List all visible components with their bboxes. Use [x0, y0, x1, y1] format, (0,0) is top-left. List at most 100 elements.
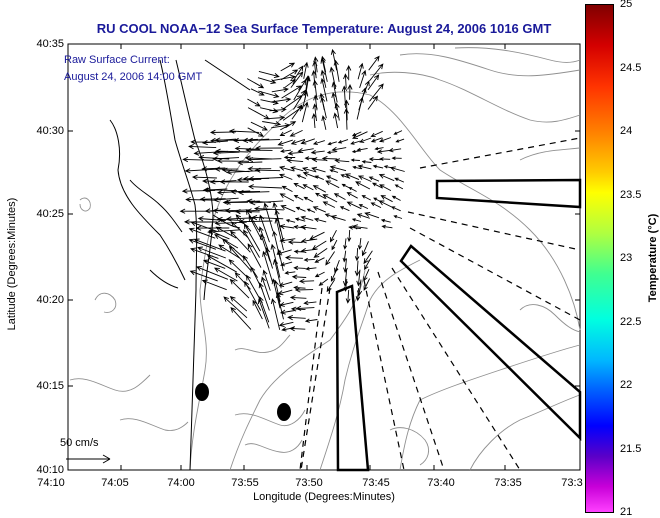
- current-vector: [258, 282, 270, 311]
- chart-title: RU COOL NOAA−12 Sea Surface Temperature:…: [96, 21, 552, 36]
- current-vector: [222, 238, 248, 261]
- current-vector: [311, 166, 326, 173]
- x-tick-label: 74:00: [167, 477, 195, 489]
- current-vector: [203, 259, 226, 269]
- current-vector: [356, 269, 362, 287]
- colorbar-label: Temperature (°C): [647, 213, 659, 303]
- radar-beams: [299, 137, 581, 471]
- current-vector: [355, 181, 371, 190]
- current-vector: [214, 148, 249, 154]
- current-vector: [293, 265, 306, 271]
- axis-ticks: [68, 43, 580, 471]
- current-vector: [291, 104, 303, 120]
- current-vector: [325, 180, 340, 189]
- current-vector: [228, 128, 260, 134]
- current-vector: [284, 255, 303, 261]
- current-vector: [311, 157, 328, 163]
- current-vector: [272, 258, 282, 289]
- current-vector: [293, 195, 304, 201]
- current-vector: [367, 95, 378, 110]
- current-vector: [289, 129, 303, 137]
- current-vector: [361, 241, 369, 257]
- current-vector: [226, 169, 261, 175]
- current-vector: [395, 138, 405, 143]
- current-vector: [287, 150, 302, 156]
- coastline: [109, 59, 251, 471]
- x-tick-label: 73:50: [295, 477, 323, 489]
- current-vector: [394, 177, 405, 183]
- colorbar-tick-label: 21: [620, 506, 633, 518]
- current-vector: [312, 206, 326, 213]
- current-vector: [380, 195, 393, 203]
- current-vector: [352, 131, 368, 139]
- overlay-current-label: Raw Surface Current:: [64, 54, 170, 66]
- current-vector: [361, 160, 372, 164]
- colorbar-tick-label: 23.5: [620, 189, 642, 201]
- current-vector: [188, 143, 217, 150]
- current-vector: [297, 148, 314, 154]
- current-vector: [279, 129, 292, 136]
- current-vector: [391, 156, 402, 160]
- current-vector: [244, 280, 262, 311]
- current-vector: [320, 57, 328, 82]
- current-vector: [343, 278, 349, 292]
- current-vector: [278, 281, 293, 287]
- current-vector: [280, 205, 296, 213]
- current-vector: [197, 216, 226, 222]
- current-vector: [248, 184, 283, 190]
- current-vector: [334, 102, 340, 121]
- current-vector: [352, 165, 362, 170]
- current-vector: [285, 219, 296, 223]
- current-vector: [379, 157, 391, 161]
- current-vector: [281, 85, 303, 99]
- current-vector: [325, 251, 335, 266]
- current-vector: [320, 69, 327, 88]
- current-vector: [347, 229, 352, 243]
- current-vector: [352, 224, 368, 230]
- current-vector: [189, 270, 218, 282]
- current-vector: [201, 279, 227, 291]
- current-vector: [390, 206, 401, 212]
- current-vector: [378, 173, 395, 182]
- current-vector: [314, 257, 325, 263]
- current-vector: [388, 147, 402, 153]
- current-vector: [247, 98, 261, 107]
- current-vector: [185, 196, 215, 203]
- current-vector: [330, 48, 338, 71]
- colorbar-tick-label: 21.5: [620, 443, 642, 455]
- current-vector: [306, 208, 316, 213]
- current-vector: [290, 71, 304, 88]
- current-vector: [359, 137, 372, 143]
- current-vector: [242, 254, 258, 278]
- current-vector: [369, 83, 384, 102]
- current-vector: [275, 292, 284, 320]
- current-vector: [229, 296, 248, 312]
- current-vector: [348, 187, 357, 192]
- current-vector: [368, 176, 380, 182]
- current-vector: [279, 309, 295, 315]
- current-vector: [214, 234, 239, 249]
- current-vector: [280, 121, 297, 131]
- current-vector: [368, 55, 380, 71]
- current-vector: [247, 137, 281, 143]
- current-vector: [305, 266, 317, 271]
- current-vector: [329, 169, 339, 173]
- current-vector: [346, 192, 358, 199]
- y-tick-label: 40:20: [36, 294, 64, 306]
- y-tick-label: 40:35: [36, 38, 64, 50]
- current-vector: [320, 77, 328, 102]
- current-vector: [300, 215, 314, 221]
- current-vector: [247, 243, 262, 268]
- x-tick-label: 74:05: [101, 477, 129, 489]
- current-vector: [181, 188, 216, 194]
- current-vector: [358, 204, 369, 210]
- current-vector: [258, 90, 280, 99]
- colorbar-tick-label: 24: [620, 125, 633, 137]
- current-vector: [333, 59, 340, 82]
- current-vector: [339, 206, 350, 212]
- current-vector: [262, 269, 271, 291]
- plot-frame: [67, 43, 581, 471]
- current-vector: [354, 260, 360, 277]
- x-tick-label: 73:40: [427, 477, 455, 489]
